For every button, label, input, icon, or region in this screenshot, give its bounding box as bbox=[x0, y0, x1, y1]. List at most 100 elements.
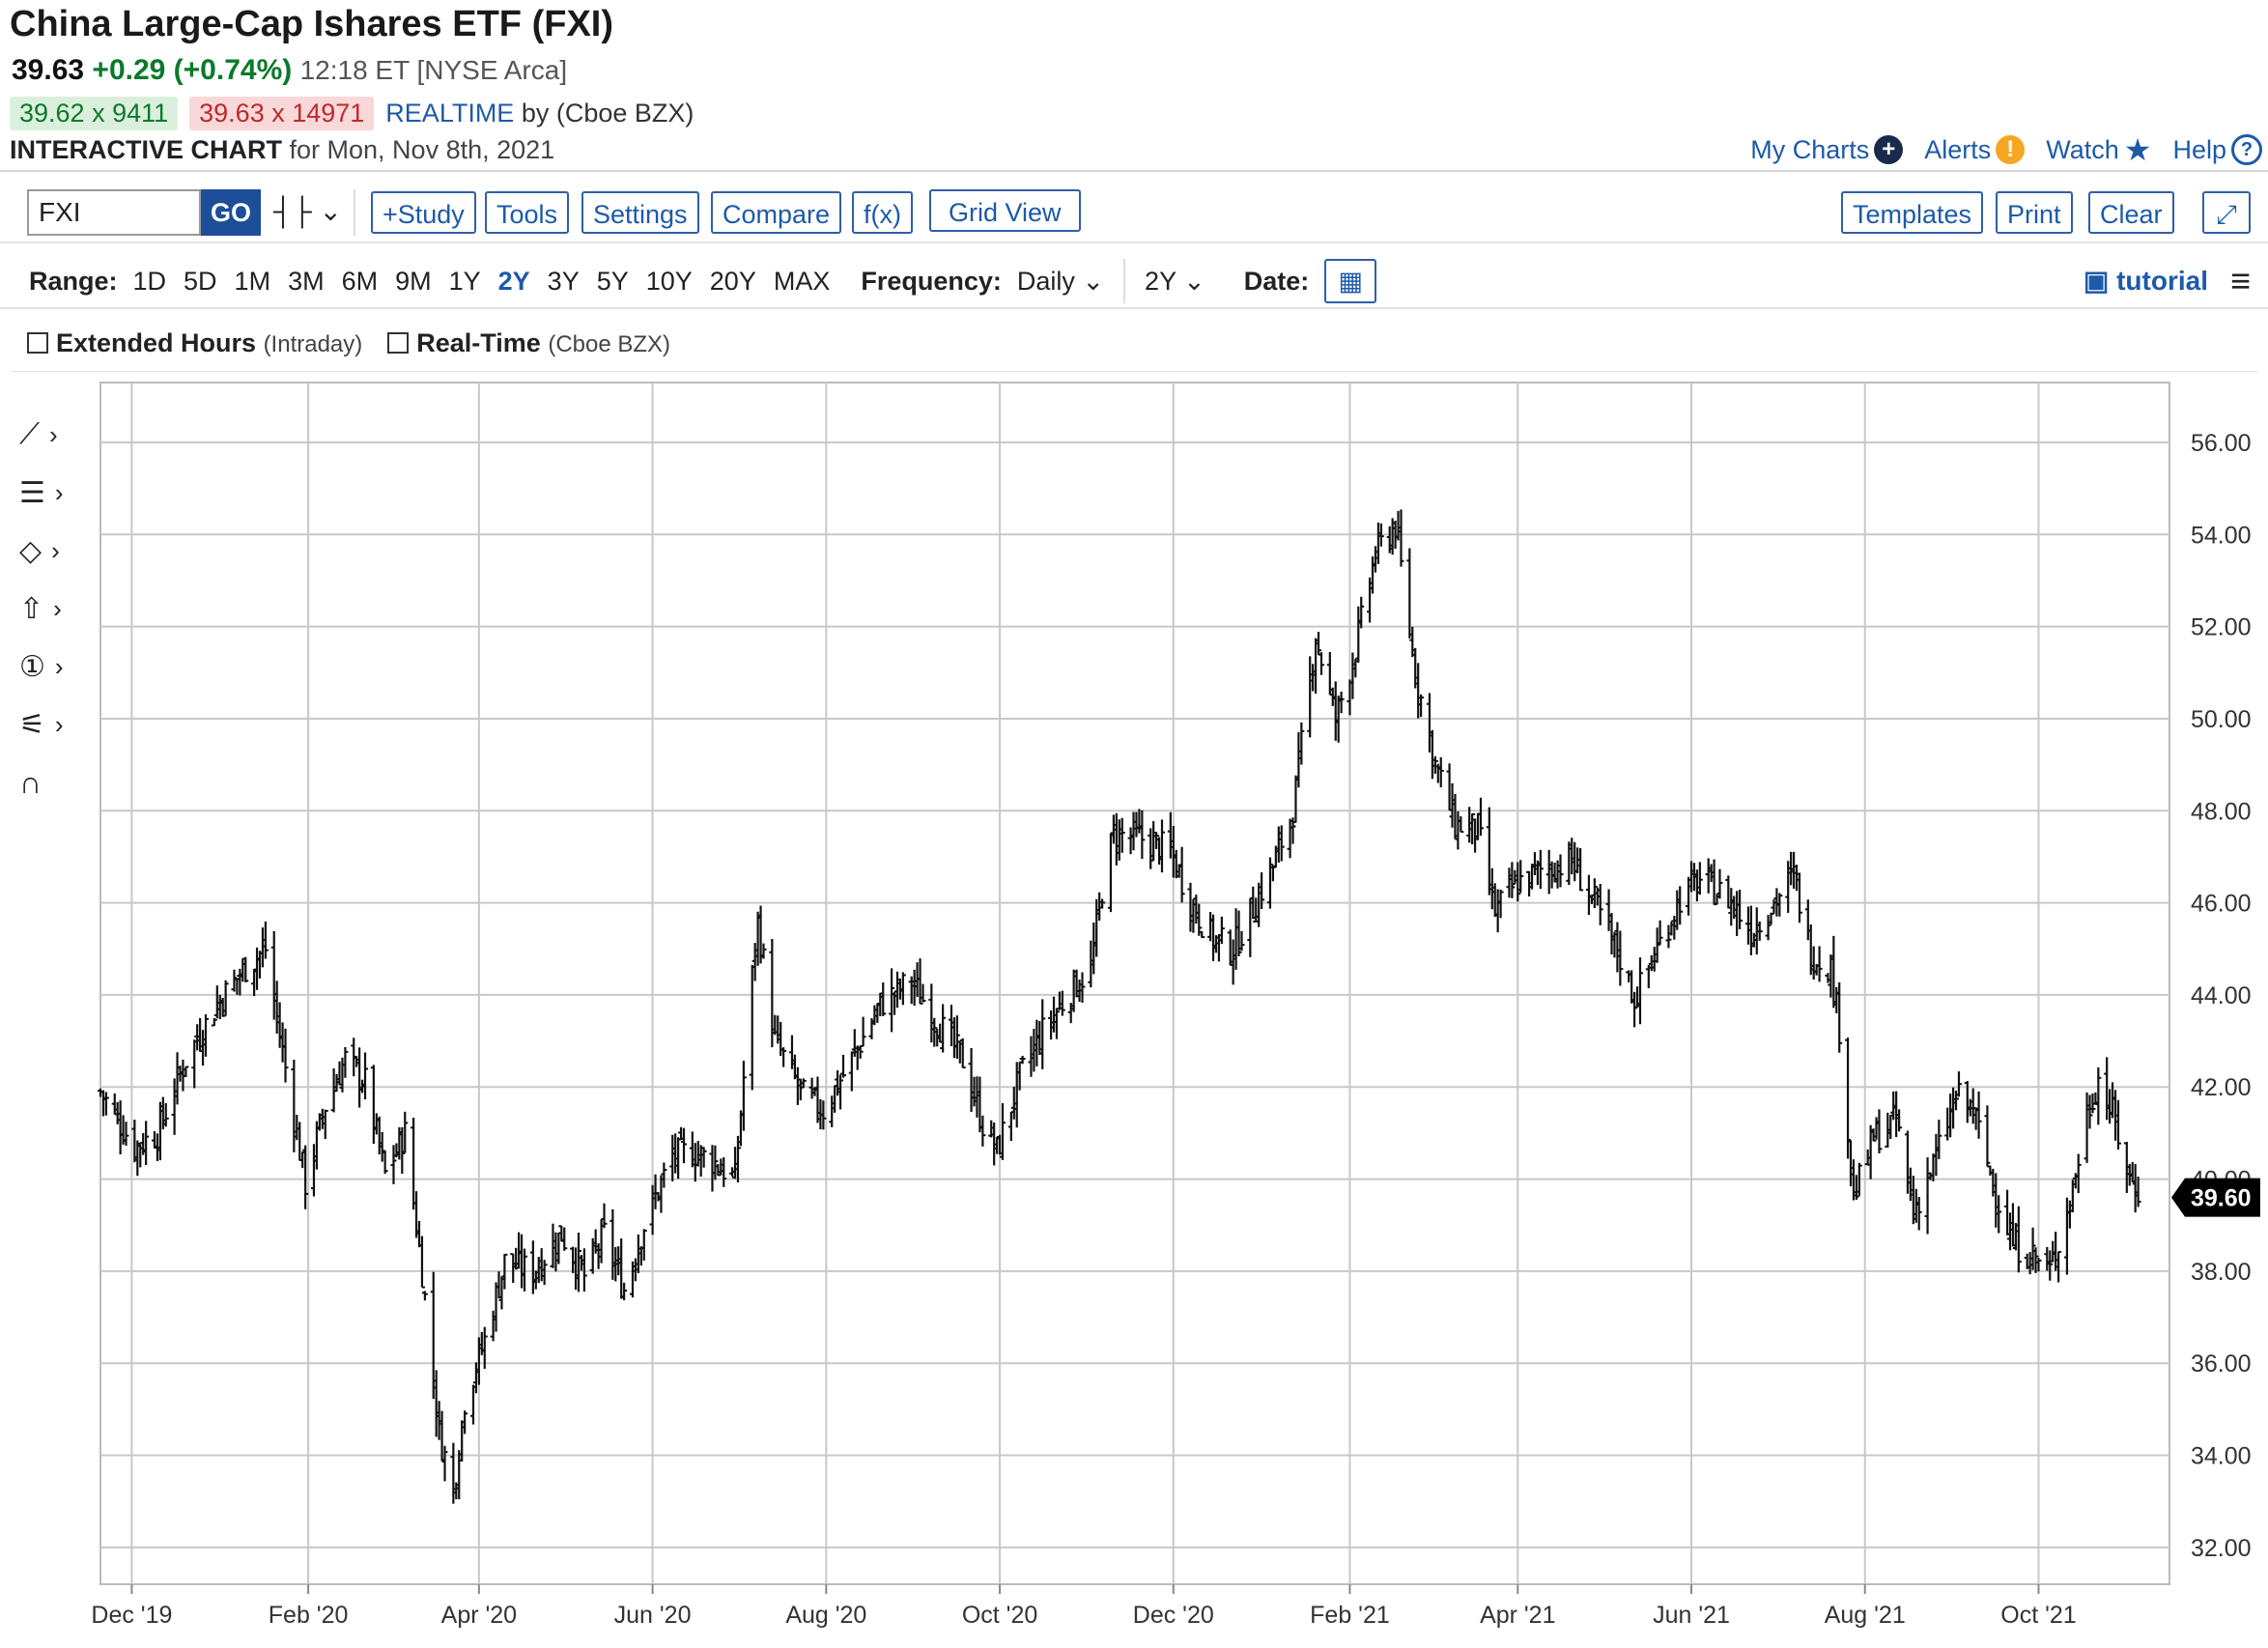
my-charts-link[interactable]: My Charts + bbox=[1750, 135, 1904, 165]
magnet-tool[interactable]: ∩ bbox=[19, 753, 97, 811]
symbol-input[interactable]: FXI bbox=[27, 189, 201, 236]
fib-tool-icon: ☰ bbox=[19, 476, 45, 509]
range-option-9m[interactable]: 9M bbox=[395, 266, 432, 296]
range-option-6m[interactable]: 6M bbox=[341, 266, 379, 296]
range-option-5d[interactable]: 5D bbox=[184, 266, 217, 296]
range-option-1m[interactable]: 1M bbox=[234, 266, 271, 296]
calendar-icon[interactable]: ▦ bbox=[1324, 259, 1377, 303]
tools-button[interactable]: Tools bbox=[485, 191, 570, 234]
fx-button[interactable]: f(x) bbox=[852, 191, 913, 234]
y-tick-label: 36.00 bbox=[2191, 1350, 2252, 1378]
study-button[interactable]: +Study bbox=[371, 191, 476, 234]
x-tick-label: Dec '20 bbox=[1133, 1602, 1214, 1629]
annotation-tool[interactable]: ① › bbox=[19, 638, 97, 696]
real-time-label: Real-Time bbox=[416, 328, 541, 357]
range-option-3y[interactable]: 3Y bbox=[547, 266, 580, 296]
y-tick-label: 56.00 bbox=[2191, 430, 2252, 457]
y-tick-label: 34.00 bbox=[2191, 1443, 2252, 1470]
help-link[interactable]: Help? bbox=[2172, 134, 2262, 165]
period-value: 2Y bbox=[1145, 266, 1177, 296]
shape-tool[interactable]: ◇ › bbox=[19, 522, 97, 580]
measure-tool[interactable]: ⚟ › bbox=[19, 696, 97, 753]
video-icon: ▣ bbox=[2083, 266, 2110, 296]
quote-time: 12:18 ET [NYSE Arca] bbox=[299, 55, 568, 85]
real-time-note: (Cboe BZX) bbox=[548, 331, 671, 357]
chart-type-icon[interactable]: ┤├ ⌄ bbox=[273, 196, 342, 226]
y-tick-label: 54.00 bbox=[2191, 522, 2252, 549]
y-tick-label: 48.00 bbox=[2191, 798, 2252, 825]
x-tick-label: Apr '20 bbox=[441, 1602, 517, 1629]
watch-label: Watch bbox=[2046, 134, 2119, 164]
extended-hours-option[interactable]: Extended Hours (Intraday) bbox=[27, 328, 362, 358]
range-option-20y[interactable]: 20Y bbox=[709, 266, 756, 296]
chevron-down-icon: ⌄ bbox=[1183, 266, 1205, 296]
period-select[interactable]: 2Y ⌄ bbox=[1145, 267, 1205, 297]
range-options: 1D 5D 1M 3M 6M 9M 1Y 2Y 3Y 5Y 10Y 20Y MAX bbox=[133, 267, 848, 297]
y-tick-label: 52.00 bbox=[2191, 614, 2252, 641]
divider bbox=[0, 242, 2268, 243]
last-price: 39.63 bbox=[12, 54, 85, 86]
chart-date: for Mon, Nov 8th, 2021 bbox=[289, 135, 555, 164]
line-tool[interactable]: ⟋ › bbox=[19, 406, 97, 464]
chevron-right-icon: › bbox=[54, 709, 64, 739]
extended-hours-checkbox[interactable] bbox=[27, 332, 48, 354]
date-label: Date: bbox=[1243, 266, 1310, 296]
measure-tool-icon: ⚟ bbox=[19, 708, 45, 741]
toolbar-divider bbox=[354, 189, 355, 236]
range-option-10y[interactable]: 10Y bbox=[645, 266, 693, 296]
price-change: +0.29 (+0.74%) bbox=[92, 54, 293, 86]
x-tick-label: Jun '20 bbox=[614, 1602, 692, 1629]
last-price-label: 39.60 bbox=[2191, 1185, 2252, 1212]
chevron-right-icon: › bbox=[54, 477, 64, 507]
range-option-2y[interactable]: 2Y bbox=[497, 266, 530, 296]
bid: 39.62 x 9411 bbox=[10, 97, 179, 130]
line-tool-icon: ⟋ bbox=[19, 418, 40, 450]
y-tick-label: 42.00 bbox=[2191, 1074, 2252, 1101]
y-tick-label: 38.00 bbox=[2191, 1259, 2252, 1286]
range-option-max[interactable]: MAX bbox=[773, 266, 831, 296]
compare-button[interactable]: Compare bbox=[711, 191, 842, 234]
last-price-flag bbox=[2171, 1178, 2260, 1217]
chevron-down-icon: ⌄ bbox=[1082, 266, 1105, 296]
watch-link[interactable]: Watch ★ bbox=[2046, 131, 2151, 168]
frequency-select[interactable]: Daily ⌄ bbox=[1017, 267, 1104, 297]
plot-frame bbox=[99, 382, 2170, 1585]
print-button[interactable]: Print bbox=[1996, 191, 2073, 234]
arrow-tool[interactable]: ⇧ › bbox=[19, 580, 97, 638]
chevron-right-icon: › bbox=[53, 593, 62, 623]
divider bbox=[1123, 259, 1126, 303]
y-tick-label: 44.00 bbox=[2191, 982, 2252, 1009]
settings-button[interactable]: Settings bbox=[581, 191, 699, 234]
menu-icon[interactable]: ≡ bbox=[2229, 261, 2251, 300]
go-button[interactable]: GO bbox=[201, 189, 261, 236]
realtime-link[interactable]: REALTIME bbox=[385, 99, 515, 128]
help-label: Help bbox=[2172, 134, 2226, 164]
real-time-option[interactable]: Real-Time (Cboe BZX) bbox=[387, 328, 670, 358]
y-tick-label: 50.00 bbox=[2191, 706, 2252, 733]
fib-tool[interactable]: ☰ › bbox=[19, 464, 97, 522]
x-tick-label: Apr '21 bbox=[1480, 1602, 1555, 1629]
clear-button[interactable]: Clear bbox=[2088, 191, 2174, 234]
drawing-toolbar: ⟋ › ☰ › ◇ › ⇧ › ① › ⚟ › ∩ bbox=[19, 406, 97, 811]
chevron-right-icon: › bbox=[51, 535, 60, 565]
templates-button[interactable]: Templates bbox=[1841, 191, 1984, 234]
chart-label: INTERACTIVE CHART bbox=[10, 135, 282, 164]
alerts-link[interactable]: Alerts! bbox=[1924, 135, 2026, 165]
page-title: China Large-Cap Ishares ETF (FXI) bbox=[10, 4, 613, 44]
chevron-right-icon: › bbox=[54, 651, 64, 681]
expand-icon[interactable]: ⤢ bbox=[2202, 191, 2251, 234]
help-icon: ? bbox=[2231, 134, 2262, 165]
tutorial-link[interactable]: ▣ tutorial bbox=[2084, 265, 2208, 297]
range-option-3m[interactable]: 3M bbox=[288, 266, 325, 296]
extended-hours-label: Extended Hours bbox=[56, 328, 257, 357]
range-option-1y[interactable]: 1Y bbox=[448, 266, 481, 296]
range-option-5y[interactable]: 5Y bbox=[596, 266, 629, 296]
ask: 39.63 x 14971 bbox=[189, 97, 375, 130]
x-tick-label: Oct '20 bbox=[962, 1602, 1037, 1629]
grid-view-button[interactable]: Grid View bbox=[929, 189, 1081, 232]
chart-heading: INTERACTIVE CHART for Mon, Nov 8th, 2021 bbox=[10, 135, 554, 165]
x-tick-label: Jun '21 bbox=[1653, 1602, 1730, 1629]
range-option-1d[interactable]: 1D bbox=[132, 266, 167, 296]
real-time-checkbox[interactable] bbox=[387, 332, 410, 354]
